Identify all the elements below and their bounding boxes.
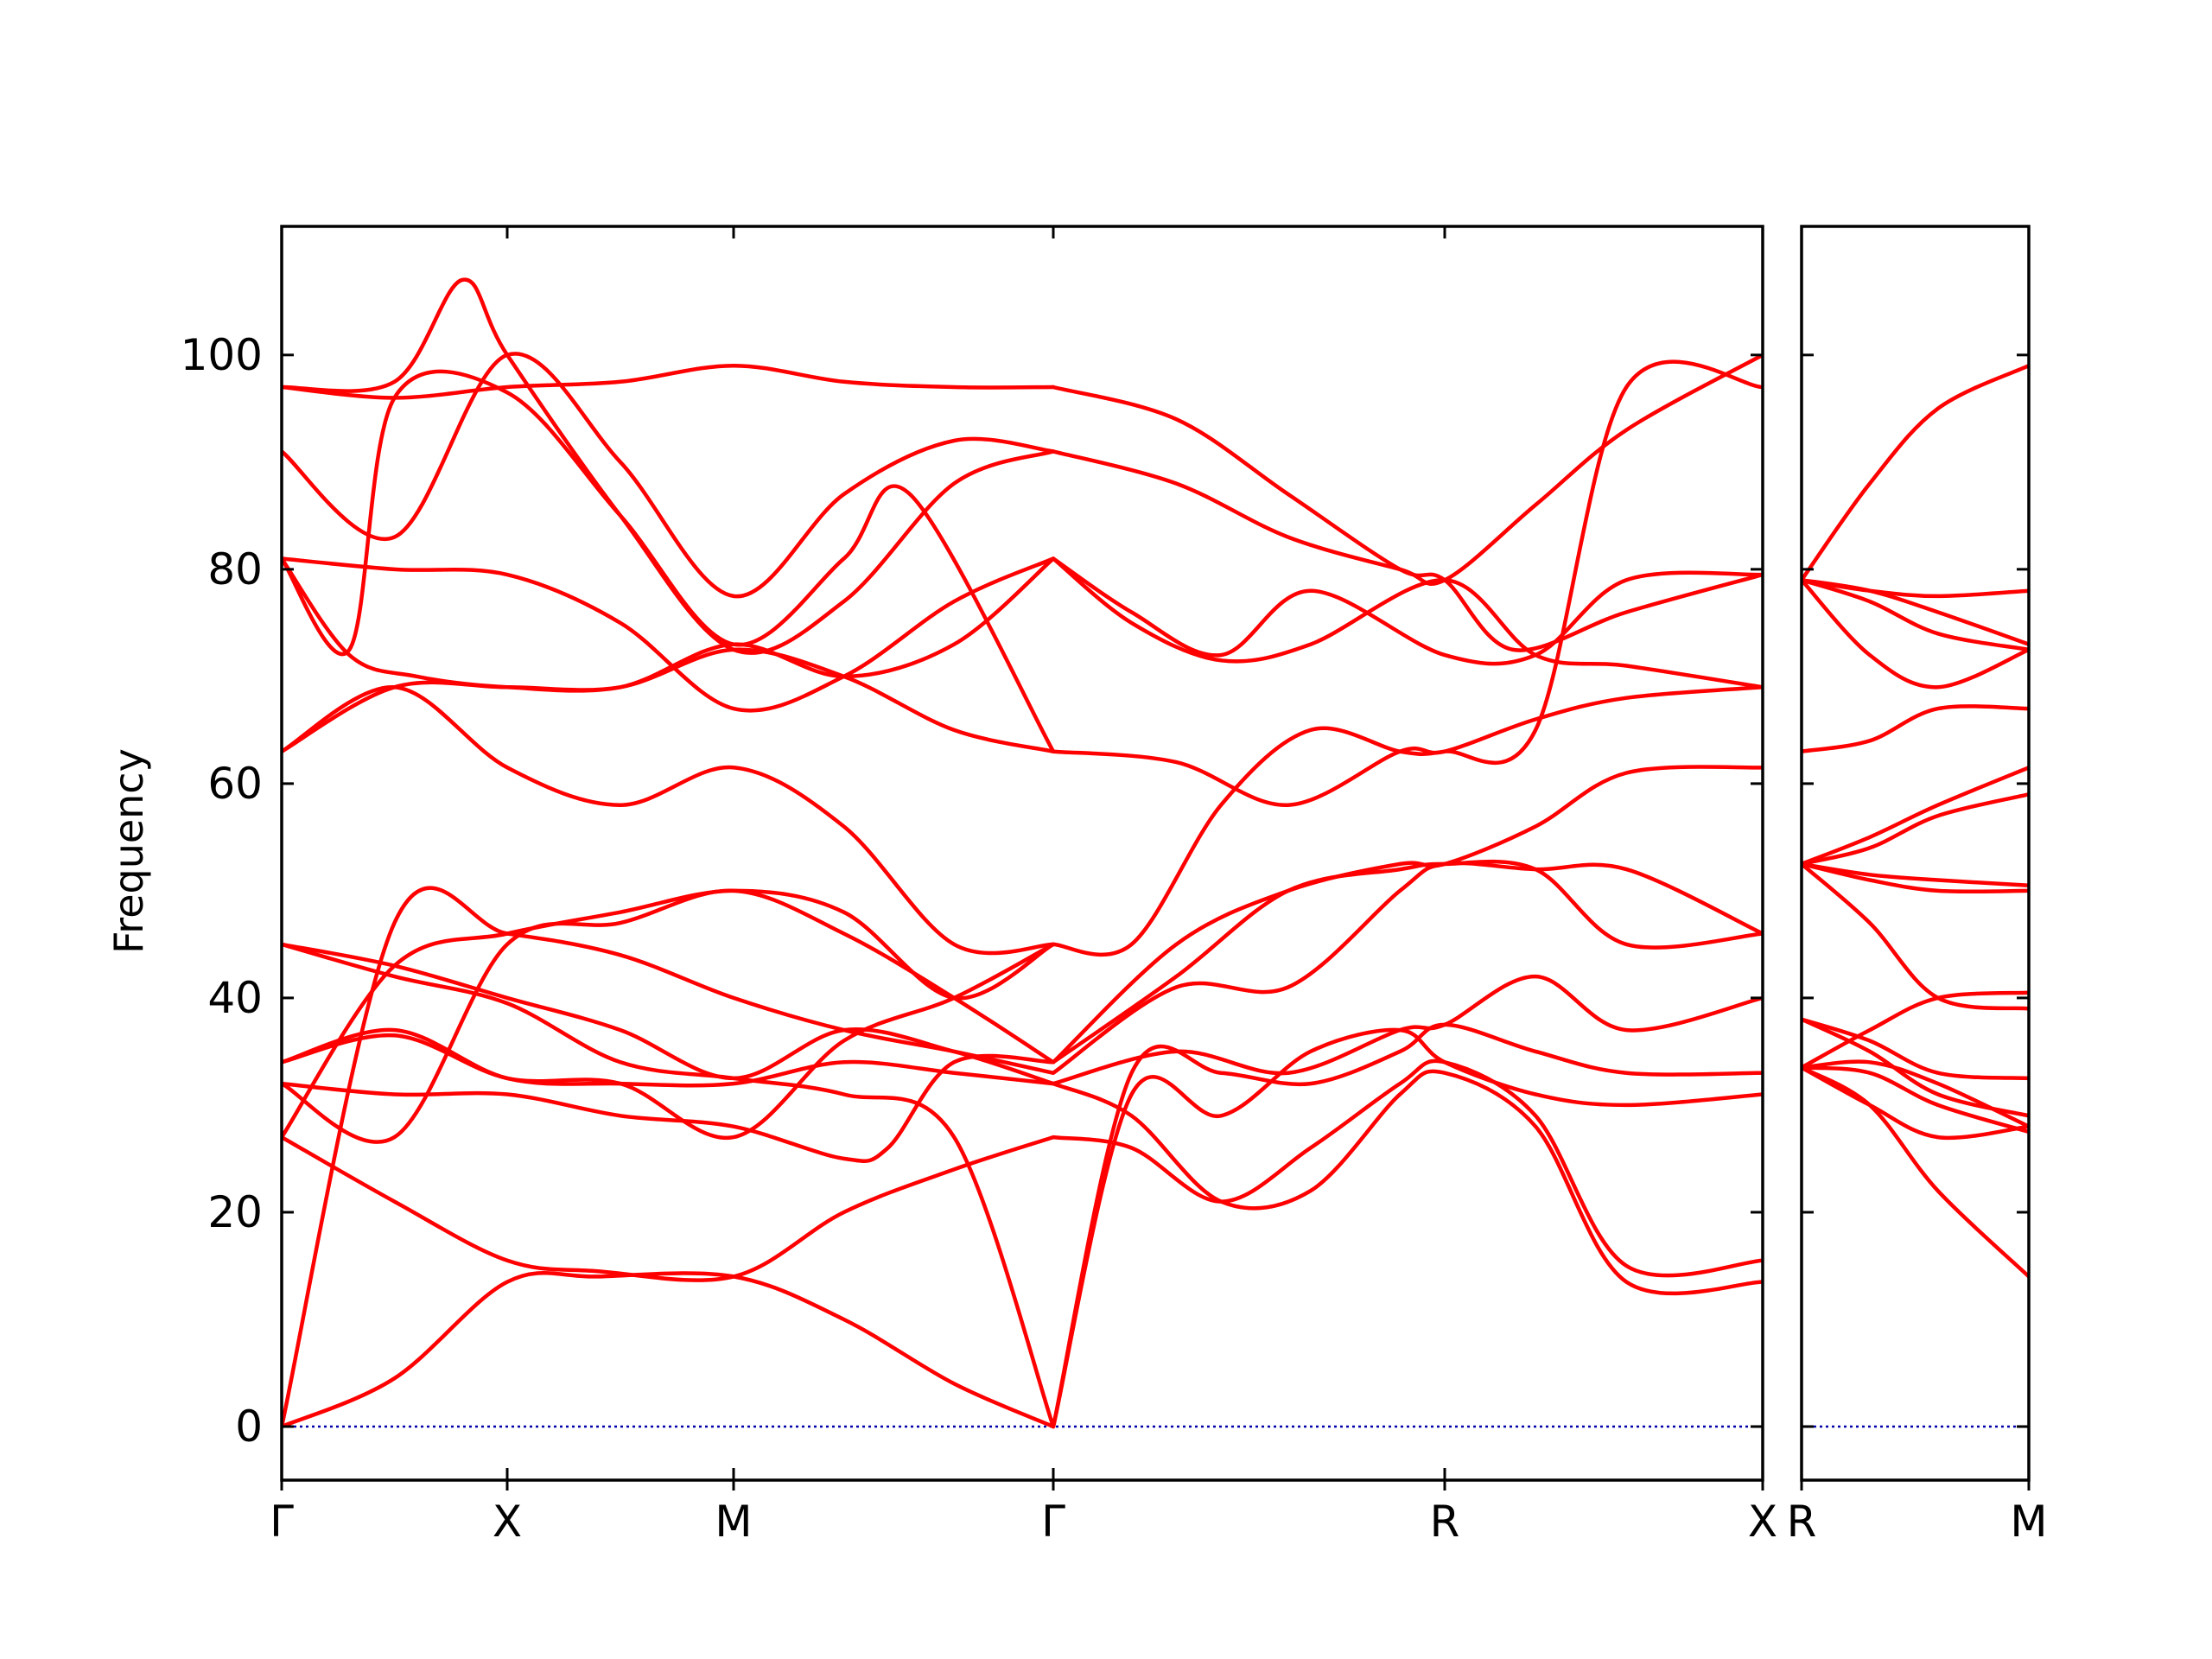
band-line-right-12 bbox=[1802, 990, 2029, 1070]
band-line-left-4 bbox=[282, 1027, 1056, 1088]
y-tick-label: 0 bbox=[235, 1402, 263, 1452]
band-line-right-4 bbox=[1802, 578, 2029, 652]
band-line-right-18 bbox=[1802, 1065, 2029, 1279]
band-line-left-7 bbox=[282, 942, 1056, 1141]
band-line-left-6 bbox=[282, 942, 1056, 1086]
band-line-left-17 bbox=[282, 277, 1056, 655]
band-line-left-19 bbox=[1051, 556, 1763, 666]
plot-frame-right bbox=[1800, 225, 2031, 1482]
band-line-right-9 bbox=[1802, 861, 2029, 887]
panel-left: 0 20 40 60 80 100 Γ X M Γ R X bbox=[181, 225, 1777, 1547]
x-tick-label: Γ bbox=[270, 1497, 294, 1547]
x-tick-label: R bbox=[1787, 1497, 1817, 1547]
y-tick-label: 20 bbox=[207, 1187, 263, 1237]
y-tick-label: 40 bbox=[207, 973, 263, 1023]
band-line-left-3 bbox=[282, 1053, 1056, 1163]
plot-frame-left bbox=[280, 225, 1764, 1482]
band-line-left-18 bbox=[282, 369, 1056, 753]
band-line-right-5 bbox=[1802, 578, 2029, 690]
band-line-left-24 bbox=[1051, 359, 1763, 957]
band-line-left-22 bbox=[1051, 353, 1763, 586]
band-line-left-1 bbox=[282, 1271, 1056, 1429]
band-line-left-32 bbox=[1051, 1069, 1763, 1296]
band-line-left-13 bbox=[282, 556, 1056, 713]
band-line-left-23 bbox=[1051, 685, 1763, 807]
band-line-left-20 bbox=[1051, 556, 1763, 690]
band-line-left-27 bbox=[1051, 861, 1763, 1075]
band-line-right-16 bbox=[1802, 1065, 2029, 1135]
x-tick-label: M bbox=[2010, 1497, 2047, 1547]
band-line-left-16 bbox=[282, 363, 1056, 400]
y-axis-label: Frequency bbox=[105, 748, 152, 954]
band-line-left-21 bbox=[1051, 385, 1763, 652]
band-line-left-2 bbox=[282, 1135, 1056, 1282]
band-line-right-17 bbox=[1802, 1065, 2029, 1141]
band-line-left-8 bbox=[282, 888, 1056, 1144]
bands-right bbox=[1802, 363, 2029, 1279]
band-line-left-30 bbox=[1051, 1027, 1763, 1429]
band-line-left-10 bbox=[282, 888, 1056, 1140]
y-tick-label: 60 bbox=[207, 759, 263, 809]
x-tick-label: R bbox=[1430, 1497, 1460, 1547]
band-line-left-15 bbox=[282, 352, 1056, 599]
band-line-left-5 bbox=[282, 942, 1056, 1429]
band-line-right-7 bbox=[1802, 766, 2029, 867]
band-line-right-13 bbox=[1802, 1017, 2029, 1081]
bands-left bbox=[282, 277, 1763, 1429]
band-line-right-8 bbox=[1802, 792, 2029, 867]
x-tick-label: X bbox=[493, 1497, 522, 1547]
x-tick-label: Γ bbox=[1041, 1497, 1065, 1547]
band-line-left-29 bbox=[1051, 1022, 1763, 1429]
x-tick-label: X bbox=[1748, 1497, 1777, 1547]
band-line-right-3 bbox=[1802, 578, 2029, 646]
band-line-right-15 bbox=[1802, 1059, 2029, 1128]
band-line-right-10 bbox=[1802, 861, 2029, 894]
band-line-left-14 bbox=[282, 556, 1056, 693]
band-line-right-1 bbox=[1802, 363, 2029, 582]
y-tick-label: 80 bbox=[207, 544, 263, 594]
band-line-left-9 bbox=[282, 886, 1056, 1429]
band-line-left-26 bbox=[1051, 765, 1763, 1065]
y-tick-label: 100 bbox=[181, 330, 263, 380]
band-line-right-6 bbox=[1802, 704, 2029, 753]
band-line-left-31 bbox=[1051, 1058, 1763, 1278]
band-line-left-12 bbox=[282, 685, 1056, 956]
band-line-left-25 bbox=[1051, 859, 1763, 1065]
x-tick-label: M bbox=[715, 1497, 752, 1547]
band-line-right-11 bbox=[1802, 861, 2029, 1011]
band-line-left-11 bbox=[282, 647, 1056, 753]
